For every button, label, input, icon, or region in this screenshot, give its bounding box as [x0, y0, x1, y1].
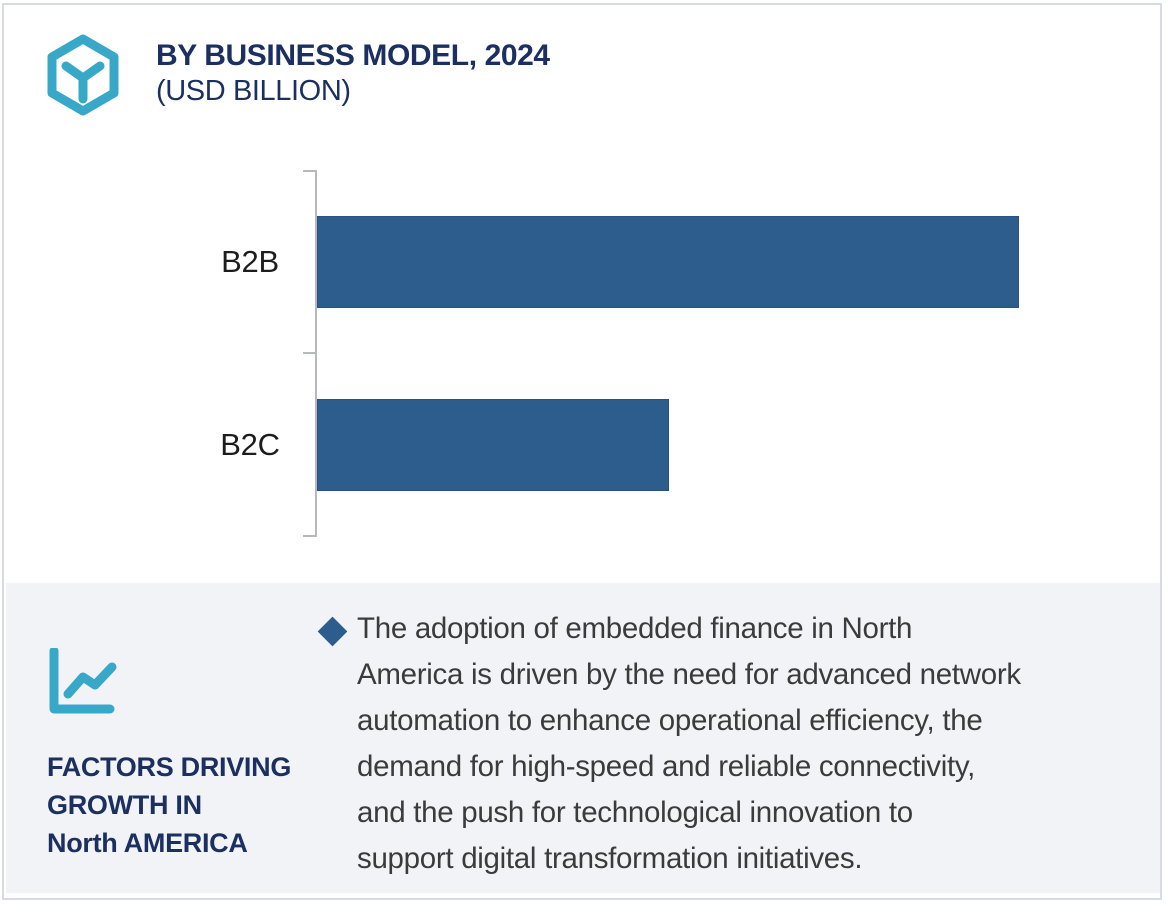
axis-tick-top: [303, 170, 316, 172]
bar-b2b: [317, 216, 1019, 308]
bullet-text-line: America is driven by the need for advanc…: [357, 658, 1021, 691]
chart-title-block: BY BUSINESS MODEL, 2024 (USD BILLION): [156, 38, 550, 108]
factors-heading-line: North AMERICA: [47, 828, 248, 858]
factors-bullet-text: The adoption of embedded finance in Nort…: [357, 606, 1157, 882]
category-axis-line: [315, 170, 317, 537]
axis-tick-bottom: [303, 535, 316, 537]
page-title: BY BUSINESS MODEL, 2024: [156, 39, 550, 72]
cube-hexagon-icon: [47, 34, 119, 116]
bullet-text-line: demand for high-speed and reliable conne…: [357, 750, 976, 783]
page-subtitle: (USD BILLION): [156, 75, 351, 107]
bullet-text-line: The adoption of embedded finance in Nort…: [357, 612, 913, 645]
factors-heading-line: GROWTH IN: [47, 790, 202, 820]
axis-tick-middle: [303, 352, 316, 354]
bullet-text-line: support digital transformation initiativ…: [357, 842, 863, 875]
category-label-b2c: B2C: [220, 427, 280, 462]
bullet-text-line: automation to enhance operational effici…: [357, 704, 983, 737]
factors-heading-line: FACTORS DRIVING: [47, 752, 292, 782]
factors-heading: FACTORS DRIVING GROWTH IN North AMERICA: [47, 748, 291, 862]
category-label-b2b: B2B: [221, 244, 279, 279]
line-chart-icon: [49, 648, 117, 714]
bullet-text-line: and the push for technological innovatio…: [357, 796, 913, 829]
bar-b2c: [317, 399, 669, 491]
factors-panel: [6, 583, 1160, 893]
